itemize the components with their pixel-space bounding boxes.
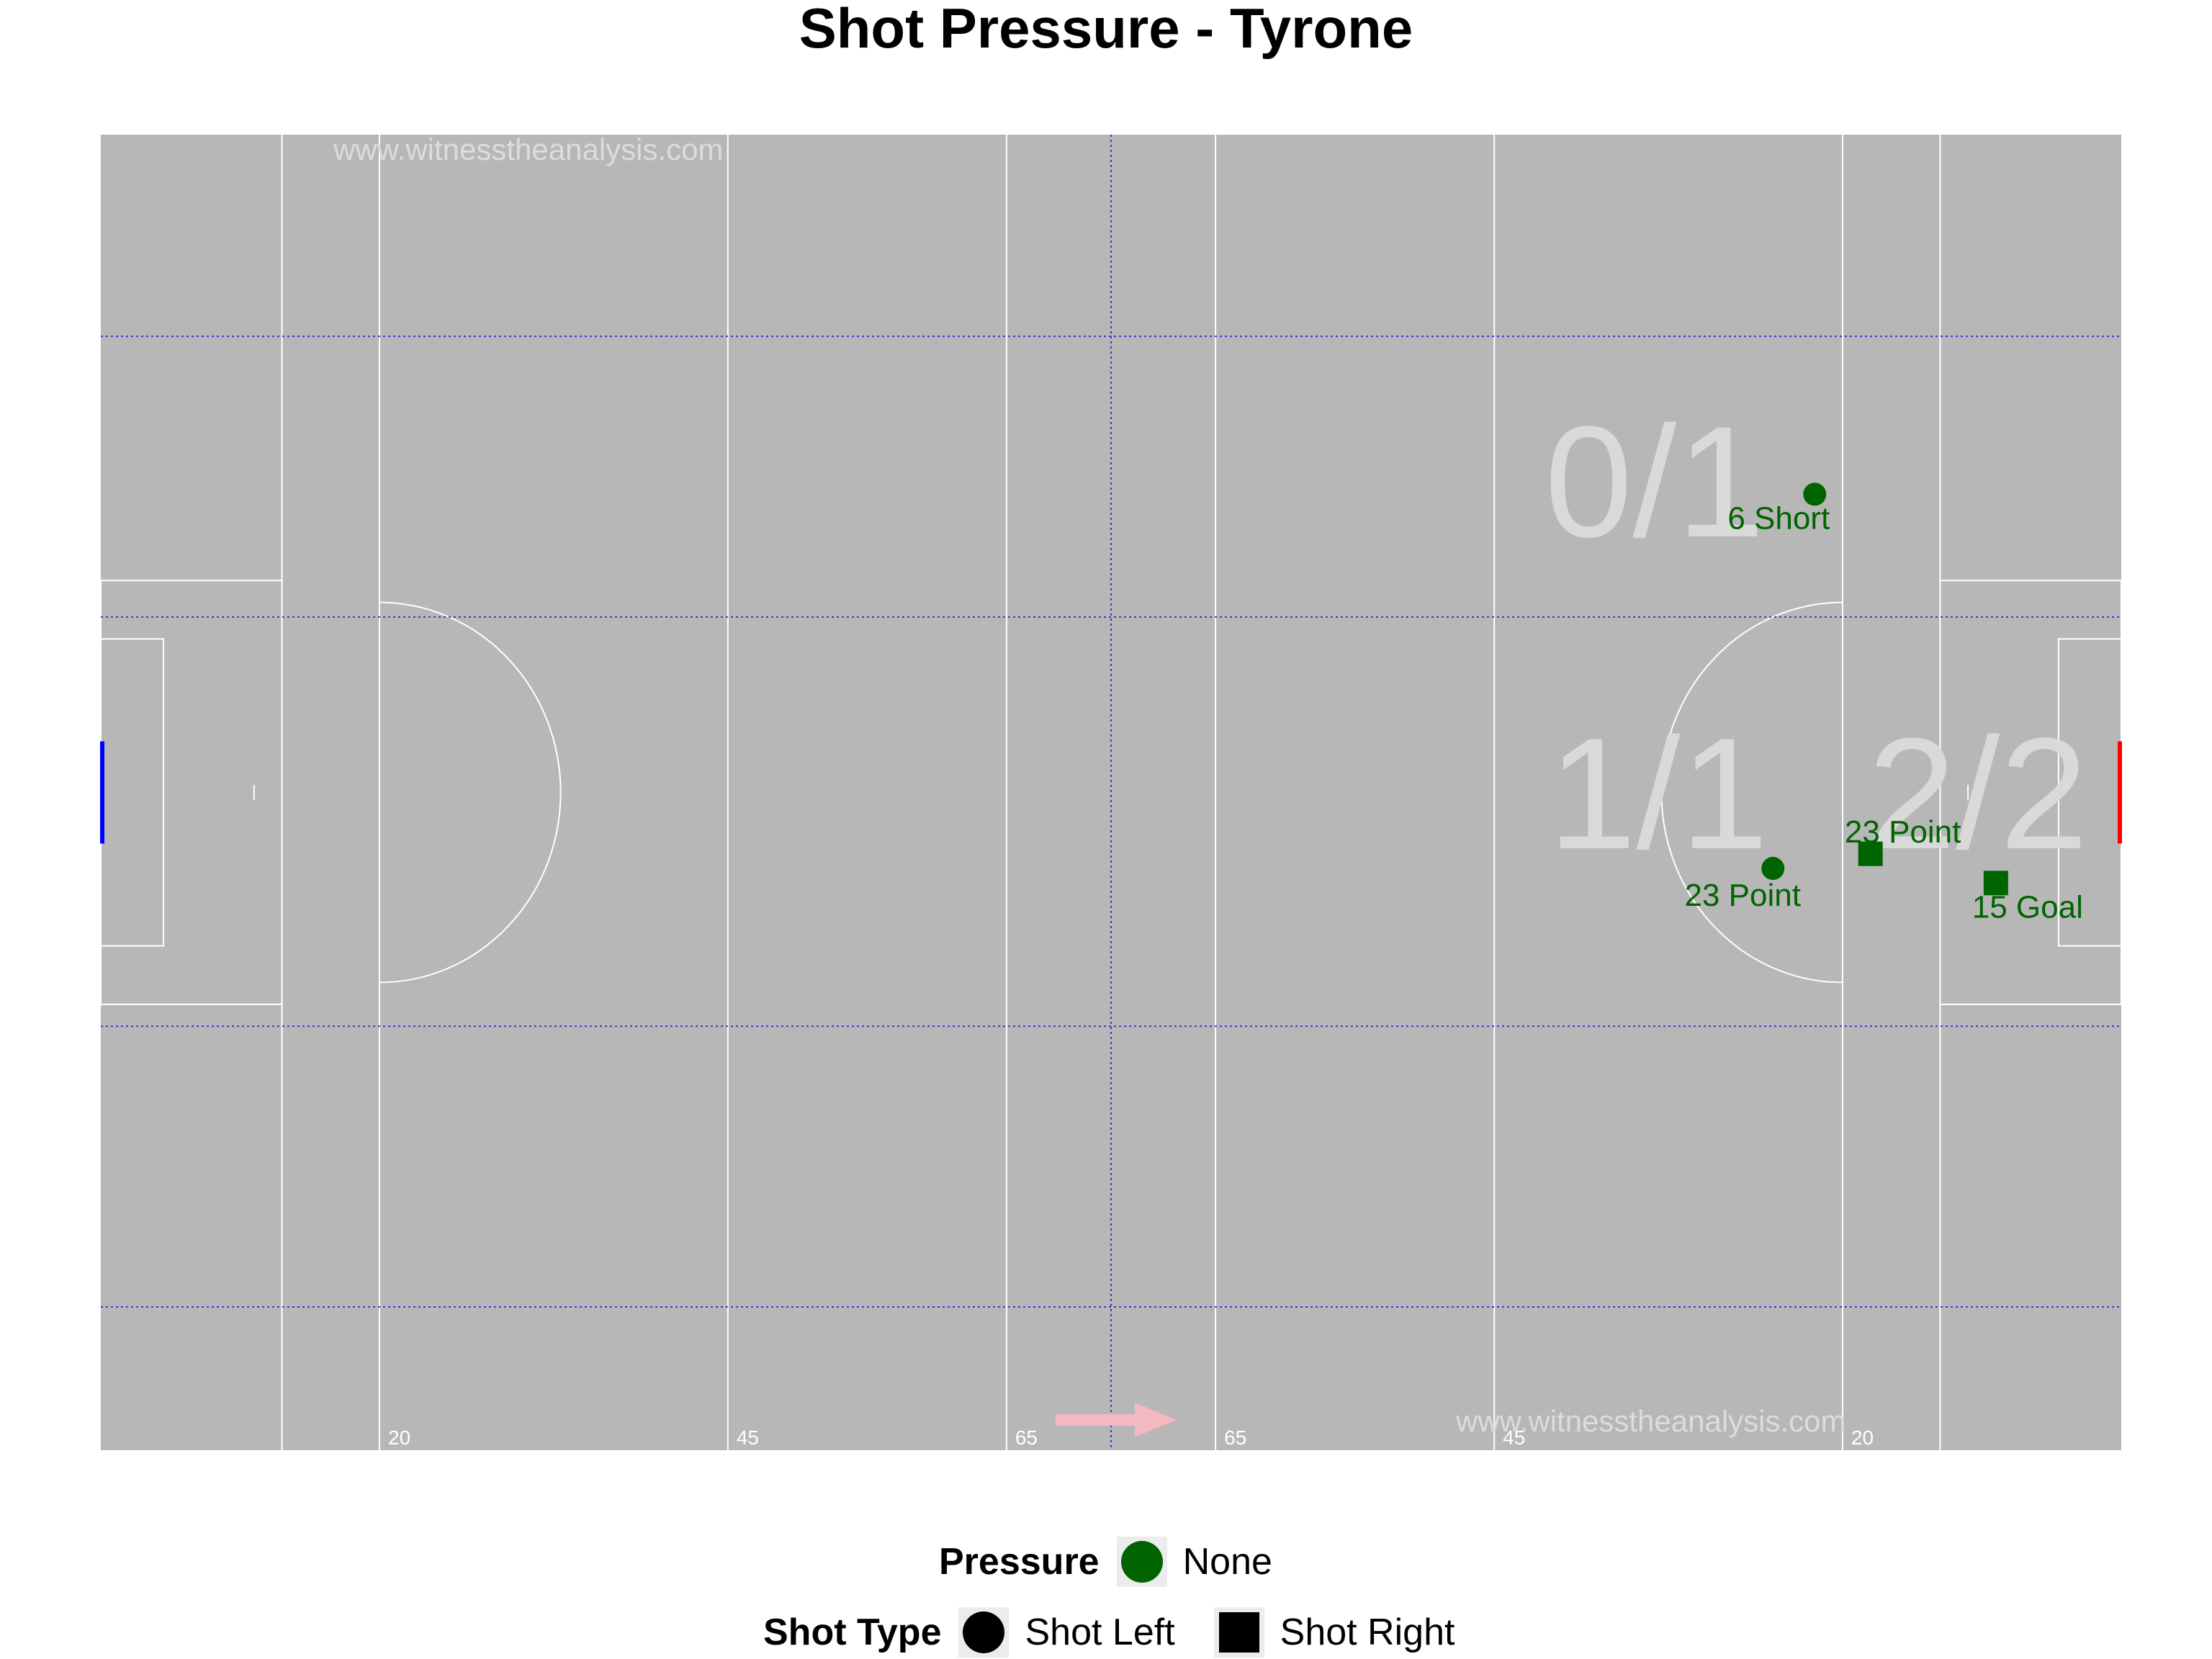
distance-label: 65	[1015, 1426, 1038, 1449]
watermark-bottom: www.witnesstheanalysis.com	[1455, 1404, 1846, 1438]
shot-left-label: Shot Left	[1025, 1611, 1175, 1653]
shot-label: 23 Point	[1845, 814, 1961, 850]
square-icon	[1218, 1612, 1259, 1653]
left-arc	[379, 601, 562, 984]
distance-label: 20	[1851, 1426, 1874, 1449]
shot-right-label: Shot Right	[1280, 1611, 1455, 1653]
pitch-surface	[101, 135, 2121, 1450]
pressure-none-marker	[1120, 1541, 1163, 1583]
shot-point-circle	[1803, 482, 1827, 506]
zone-label-right: 2/2	[1868, 705, 2088, 882]
circle-icon	[963, 1611, 1005, 1653]
pressure-legend-title: Pressure	[939, 1541, 1100, 1583]
watermark-top: www.witnesstheanalysis.com	[333, 132, 724, 166]
shot-label: 6 Short	[1727, 500, 1830, 536]
arrow-icon	[1134, 1403, 1177, 1437]
shot-point-square	[1983, 871, 2008, 896]
shot-type-legend: Shot Type Shot Left Shot Right	[763, 1607, 1455, 1658]
shot-label: 15 Goal	[1972, 889, 2083, 925]
shot-left-key	[958, 1607, 1010, 1658]
shot-point-circle	[1761, 857, 1785, 881]
distance-label: 20	[388, 1426, 410, 1449]
chart-title: Shot Pressure - Tyrone	[799, 0, 1413, 60]
pressure-key	[1116, 1537, 1167, 1587]
zone-label-central: 1/1	[1548, 705, 1768, 882]
shot-label: 23 Point	[1684, 878, 1800, 913]
shot-right-key	[1213, 1607, 1264, 1658]
pressure-legend: Pressure None	[939, 1537, 1272, 1587]
distance-label: 65	[1224, 1426, 1246, 1449]
shot-type-legend-title: Shot Type	[763, 1611, 942, 1653]
distance-label: 45	[1503, 1426, 1525, 1449]
pressure-none-label: None	[1182, 1541, 1272, 1583]
right-arc	[1660, 601, 1843, 984]
distance-label: 45	[737, 1426, 759, 1449]
shot-point-square	[1858, 841, 1883, 866]
zone-label-top: 0/1	[1545, 393, 1765, 570]
